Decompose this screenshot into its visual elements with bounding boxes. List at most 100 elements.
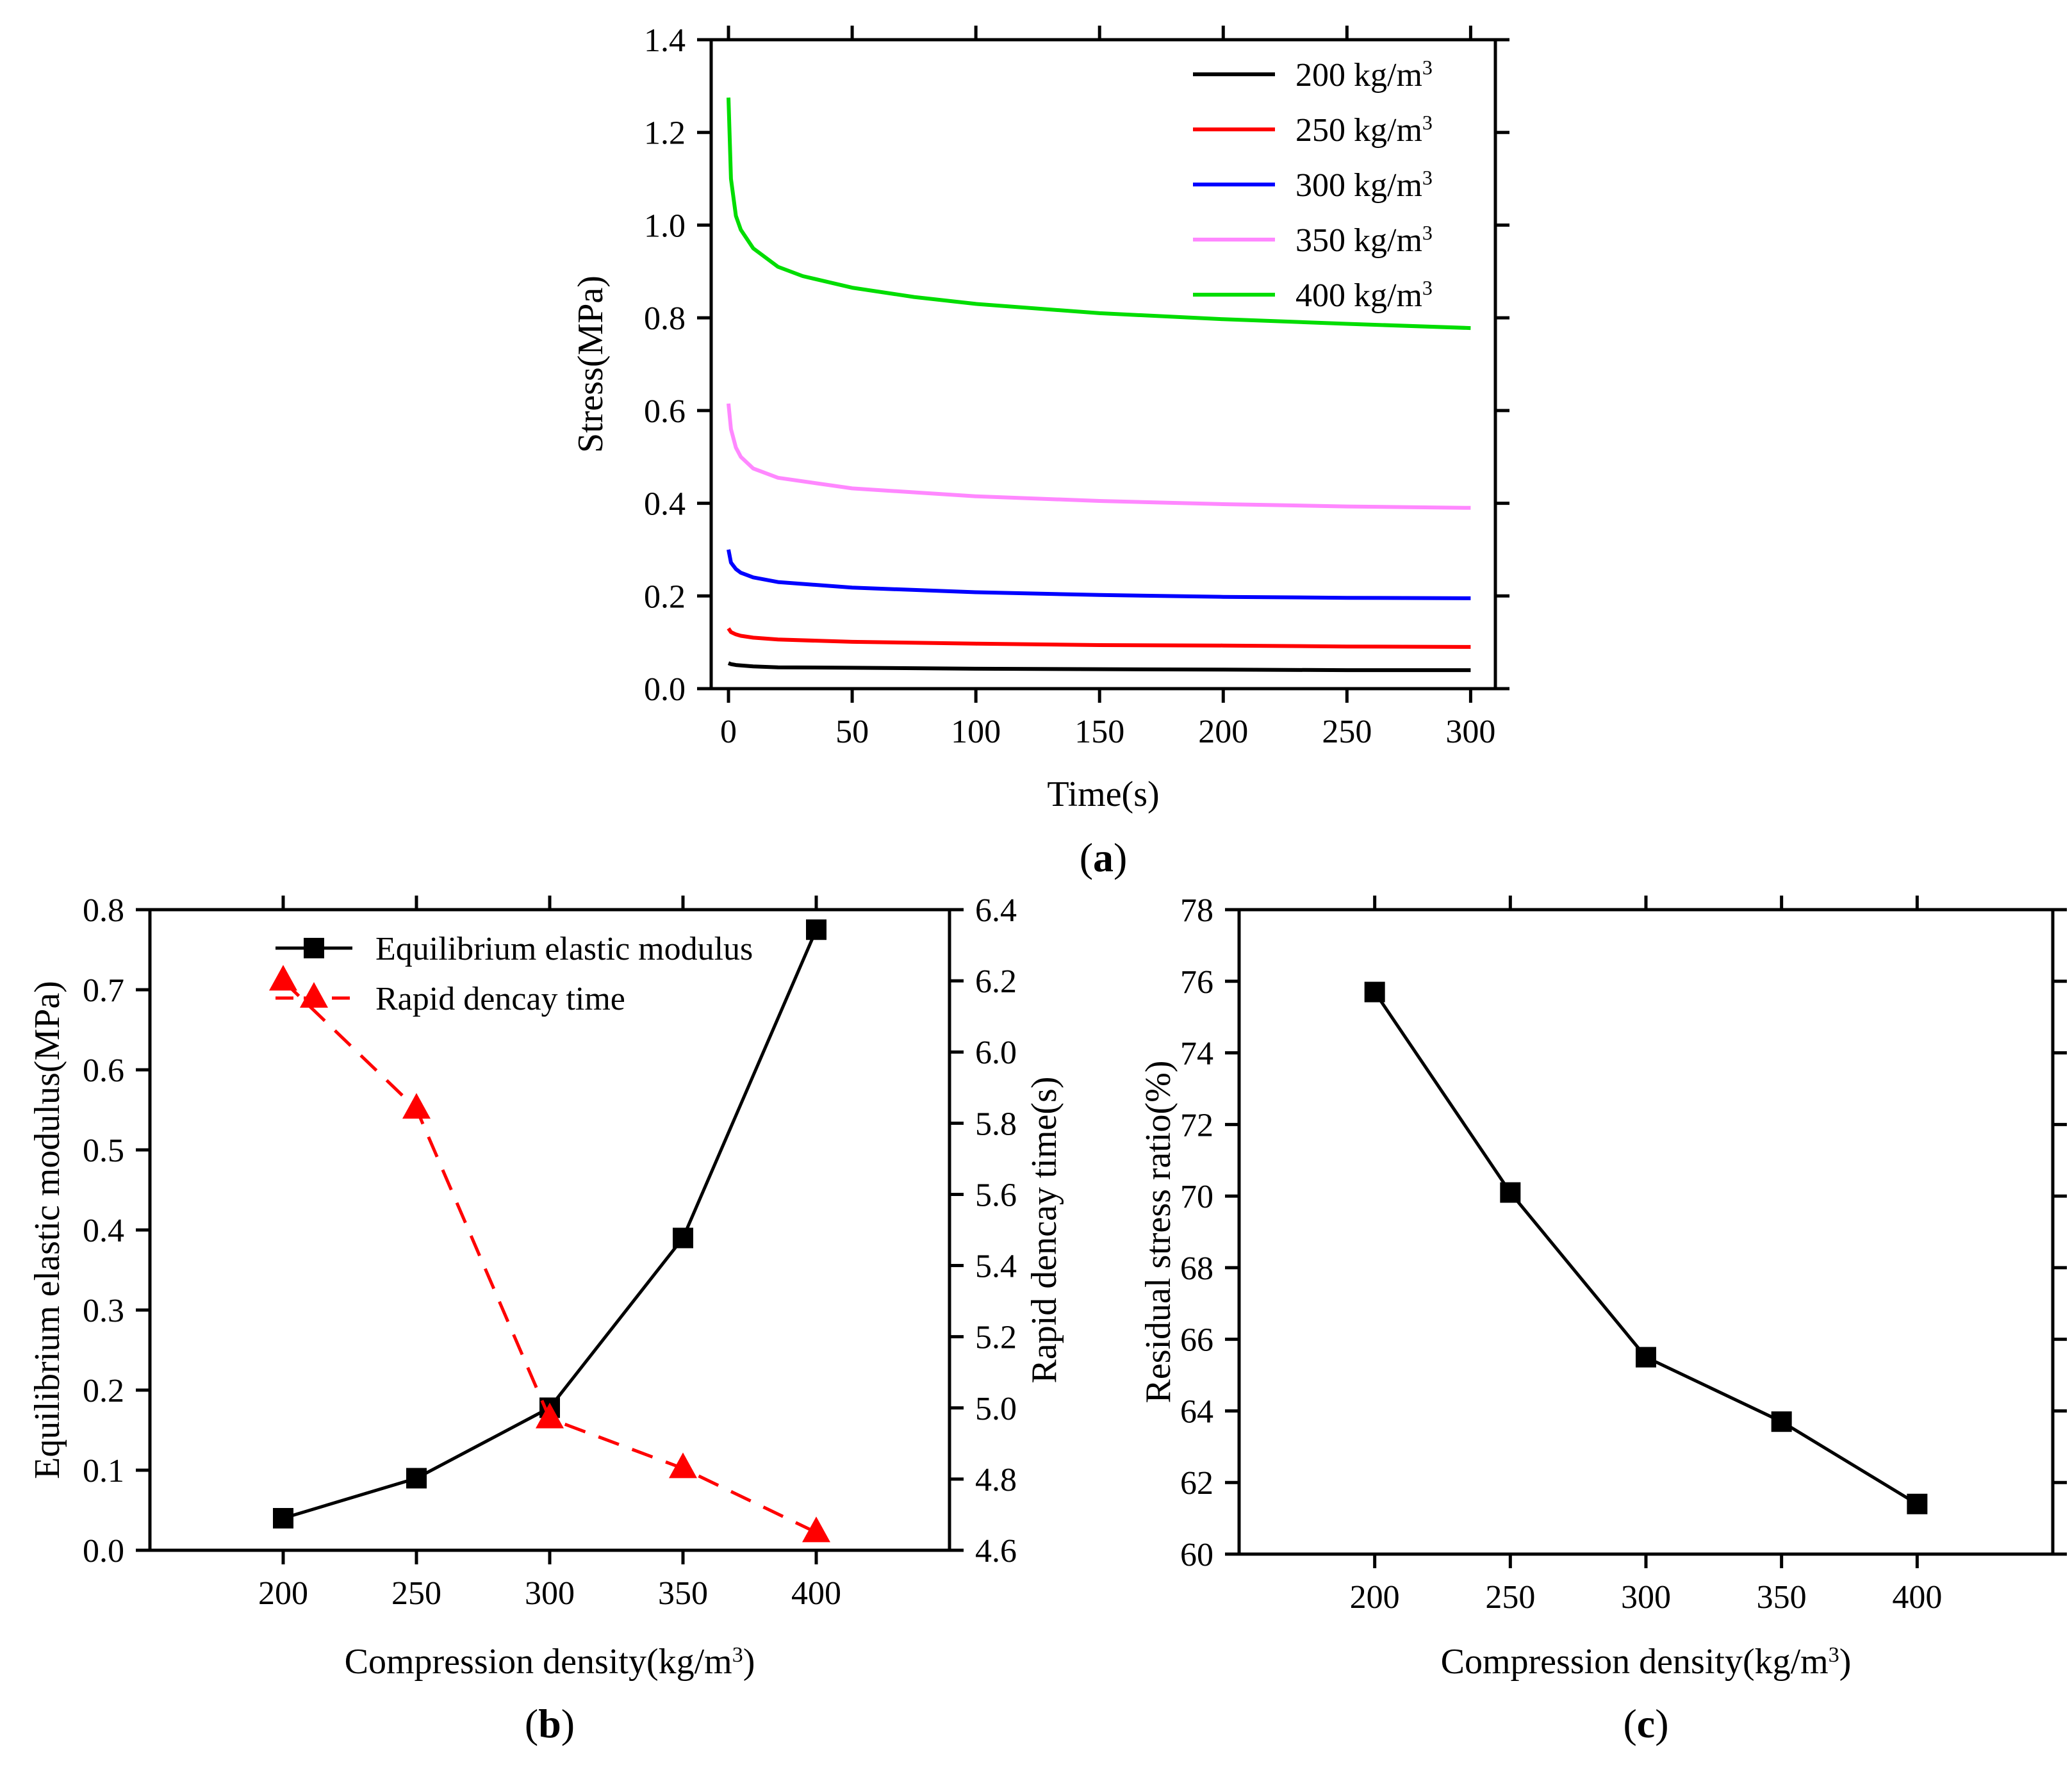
- y-tick-label-a: 0.2: [644, 578, 686, 615]
- y-tick-label-a: 0.4: [644, 486, 686, 523]
- x-axis-title-text: Compression density(kg/m: [1441, 1642, 1829, 1682]
- marker-triangle-1: [402, 1093, 431, 1119]
- y-right-tick-label-b: 5.8: [975, 1106, 1017, 1142]
- panel-label-a: (a): [1080, 835, 1128, 880]
- y-tick-label-a: 0.6: [644, 393, 686, 430]
- x-axis-title-a: Time(s): [1047, 774, 1159, 814]
- marker-triangle-1: [802, 1516, 830, 1543]
- y-tick-label-b: 0.6: [83, 1053, 124, 1089]
- series-line-0: [283, 929, 818, 1520]
- y-right-tick-label-b: 6.0: [975, 1035, 1017, 1071]
- y-tick-label-a: 0.0: [644, 671, 686, 708]
- y-tick-label-b: 0.5: [83, 1133, 124, 1169]
- series-line-1: [282, 979, 818, 1534]
- panel-label-c: (c): [1623, 1701, 1668, 1746]
- legend-label-sup: 3: [1422, 111, 1433, 134]
- x-tick-label-b: 250: [391, 1575, 441, 1612]
- panel-a: 0 50 100 150 200 250 300 0.0 0.2 0.4 0.6 0.8 1.0 1.2 1…: [571, 22, 1509, 880]
- plot-frame-c: [1237, 908, 2055, 1556]
- legend-entry-3: 350 kg/m3: [1295, 221, 1433, 259]
- x-axis-title-sup: 3: [1829, 1643, 1839, 1667]
- plot-frame-a: [709, 38, 1497, 691]
- y-tick-label-b: 0.1: [83, 1453, 124, 1489]
- x-tick-label-a: 250: [1322, 714, 1372, 750]
- legend-entry-1: 250 kg/m3: [1295, 111, 1433, 149]
- legend-label: 200 kg/m: [1295, 57, 1422, 94]
- x-tick-label-a: 150: [1074, 714, 1124, 750]
- y-axis-title-a: Stress(MPa): [571, 275, 611, 453]
- x-tick-label-c: 400: [1892, 1579, 1942, 1616]
- legend-entry-0: Equilibrium elastic modulus: [375, 931, 753, 967]
- y-tick-label-b: 0.3: [83, 1293, 124, 1329]
- marker-triangle-1: [536, 1402, 564, 1429]
- y-tick-label-a: 1.2: [644, 115, 686, 152]
- x-axis-title-text: Time(s): [1047, 774, 1159, 814]
- marker-square-0: [1771, 1411, 1792, 1432]
- panel-label-close: ): [1655, 1701, 1668, 1746]
- y-tick-label-b: 0.0: [83, 1533, 124, 1569]
- y-tick-label-c: 74: [1180, 1036, 1213, 1072]
- panel-label-open: (: [1080, 835, 1093, 880]
- y-right-axis-title-b: Rapid dencay time(s): [1024, 1077, 1064, 1384]
- y-tick-label-c: 62: [1180, 1465, 1213, 1502]
- y-tick-label-b: 0.8: [83, 892, 124, 929]
- panel-label-close: ): [561, 1701, 575, 1746]
- x-tick-label-b: 350: [658, 1575, 708, 1612]
- x-axis-title-c: Compression density(kg/m3): [1441, 1642, 1852, 1682]
- x-axis-title-close: ): [743, 1642, 755, 1682]
- y-tick-label-b: 0.2: [83, 1373, 124, 1409]
- y-right-tick-label-b: 6.4: [975, 892, 1017, 929]
- y-tick-label-c: 72: [1180, 1107, 1213, 1143]
- marker-square-0: [673, 1227, 693, 1249]
- legend-label-sup: 3: [1422, 276, 1433, 299]
- legend-entry-1: Rapid dencay time: [375, 981, 625, 1017]
- marker-square-0: [806, 919, 826, 940]
- legend-label: 350 kg/m: [1295, 222, 1422, 259]
- y-axis-title-b: Equilibrium elastic modulus(MPa): [28, 981, 67, 1479]
- y-tick-label-a: 1.0: [644, 208, 686, 244]
- series-line-2: [727, 549, 1471, 600]
- marker-square-0: [1907, 1493, 1928, 1514]
- series-line-3: [727, 403, 1471, 510]
- marker-square-0: [1364, 981, 1385, 1003]
- x-axis-title-b: Compression density(kg/m3): [345, 1642, 755, 1682]
- y-tick-label-c: 68: [1180, 1250, 1213, 1287]
- legend-label: 250 kg/m: [1295, 112, 1422, 149]
- y-right-tick-label-b: 6.2: [975, 963, 1017, 1000]
- y-tick-label-c: 60: [1180, 1537, 1213, 1573]
- y-tick-label-a: 0.8: [644, 300, 686, 337]
- marker-square-0: [273, 1508, 293, 1528]
- series-line-1: [727, 627, 1471, 649]
- x-tick-label-c: 250: [1485, 1579, 1535, 1616]
- marker-triangle-1: [269, 965, 297, 991]
- series-line-0: [727, 661, 1471, 673]
- legend-entry-2: 300 kg/m3: [1295, 166, 1433, 204]
- y-right-tick-label-b: 5.2: [975, 1320, 1017, 1356]
- marker-square-0: [406, 1468, 427, 1489]
- x-tick-label-b: 400: [791, 1575, 841, 1612]
- y-tick-label-b: 0.7: [83, 972, 124, 1009]
- panel-label-open: (: [525, 1701, 538, 1746]
- x-axis-title-close: ): [1839, 1642, 1852, 1682]
- x-tick-label-a: 100: [951, 714, 1001, 750]
- x-axis-title-text: Compression density(kg/m: [345, 1642, 732, 1682]
- y-right-tick-label-b: 4.8: [975, 1462, 1017, 1498]
- y-right-tick-label-b: 5.4: [975, 1249, 1017, 1285]
- y-axis-title-c: Residual stress ratio(%): [1139, 1061, 1178, 1404]
- series-line-0: [1373, 991, 1918, 1505]
- x-tick-label-c: 300: [1621, 1579, 1671, 1616]
- y-tick-label-a: 1.4: [644, 22, 686, 59]
- x-tick-label-c: 350: [1757, 1579, 1807, 1616]
- legend-marker-square: [304, 938, 324, 958]
- y-tick-label-c: 78: [1180, 892, 1213, 929]
- y-right-tick-label-b: 5.0: [975, 1391, 1017, 1427]
- marker-square-0: [1500, 1182, 1521, 1203]
- panel-c: 200 250 300 350 400 60 62 64 66 68 70 72 74 76 78 Compr…: [1139, 892, 2067, 1746]
- y-tick-label-c: 66: [1180, 1322, 1213, 1359]
- y-right-tick-label-b: 5.6: [975, 1177, 1017, 1213]
- y-tick-label-c: 64: [1180, 1393, 1213, 1430]
- y-tick-label-c: 70: [1180, 1179, 1213, 1215]
- series-line-4: [727, 97, 1471, 331]
- legend-label-sup: 3: [1422, 221, 1433, 244]
